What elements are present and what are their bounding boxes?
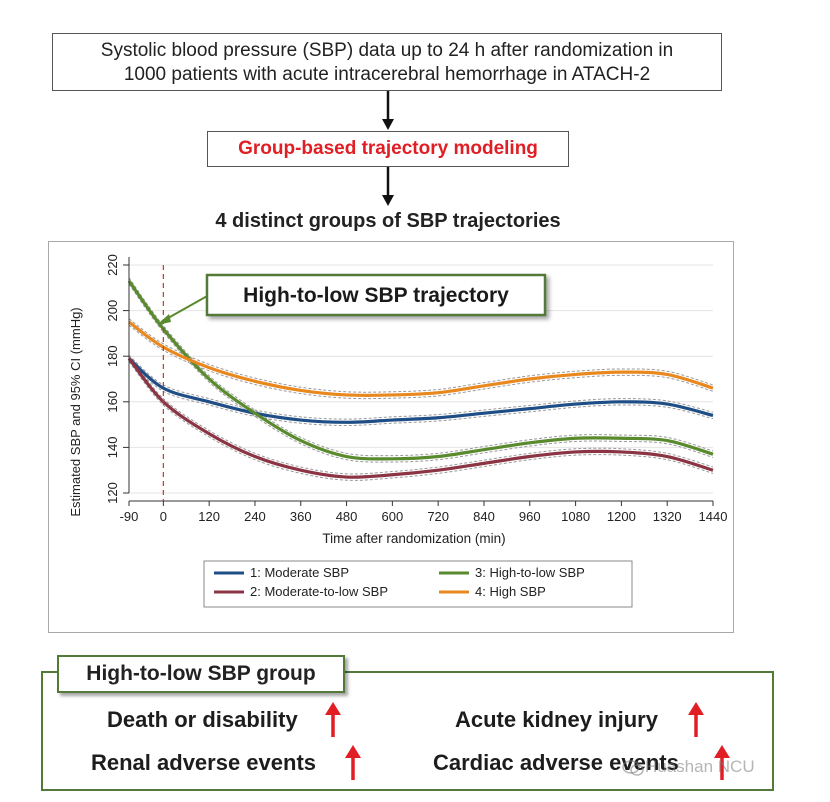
study-description-line-2: 1000 patients with acute intracerebral h… (123, 64, 651, 85)
legend-label: 4: High SBP (475, 584, 546, 599)
sbp-trajectory-chart: 120 140 160 180 200 220 -90 0 120 240 360 480 600 720… (68, 254, 728, 608)
y-tick-label: 140 (105, 437, 120, 459)
callout-box (205, 273, 547, 317)
series-line (127, 357, 714, 424)
outcome-death-disability: Death or disability (107, 707, 298, 732)
method-label: Group-based trajectory modeling (238, 138, 538, 159)
x-tick-label: 0 (160, 509, 167, 524)
y-tick-label: 120 (105, 482, 120, 504)
ci-upper-line (128, 354, 714, 420)
x-tick-label: 240 (244, 509, 266, 524)
legend: 1: Moderate SBP 2: Moderate-to-low SBP 3: … (214, 565, 585, 599)
down-arrow-icon (382, 167, 394, 206)
y-tick-label: 220 (105, 254, 120, 276)
x-tick-label: 480 (336, 509, 358, 524)
ci-lower-line (128, 361, 714, 427)
outcome-acute-kidney-injury: Acute kidney injury (455, 707, 658, 732)
y-tick-label: 180 (105, 345, 120, 367)
chat-bubble-icon (622, 760, 644, 776)
ci-lower-line (128, 361, 714, 481)
watermark: Huashan NCU (645, 757, 755, 776)
y-tick-label: 200 (105, 300, 120, 322)
ci-upper-line (128, 318, 714, 393)
x-tick-label: 1080 (561, 509, 590, 524)
callout-arrowhead (157, 314, 171, 325)
y-axis-label: Estimated SBP and 95% CI (mmHg) (68, 307, 83, 516)
increase-arrow-icon (325, 702, 341, 737)
x-tick-label: 1320 (653, 509, 682, 524)
increase-arrow-icon (688, 702, 704, 737)
x-tick-label: 720 (427, 509, 449, 524)
legend-label: 3: High-to-low SBP (475, 565, 585, 580)
x-axis-label: Time after randomization (min) (322, 531, 505, 546)
chart-frame: 120 140 160 180 200 220 -90 0 120 240 360 480 600 720… (48, 241, 734, 633)
study-description-box: Systolic blood pressure (SBP) data up to… (52, 33, 722, 91)
down-arrow-icon (382, 91, 394, 130)
x-tick-label: 1440 (699, 509, 728, 524)
y-tick-label: 160 (105, 391, 120, 413)
series-line (128, 320, 714, 397)
x-tick-label: 960 (519, 509, 541, 524)
ci-lower-line (128, 283, 714, 463)
legend-label: 2: Moderate-to-low SBP (250, 584, 388, 599)
callout-text: High-to-low SBP trajectory (243, 284, 509, 307)
ci-lower-line (128, 324, 714, 400)
series-line (127, 280, 714, 461)
x-tick-label: -90 (120, 509, 139, 524)
legend-box (203, 560, 633, 608)
groups-heading: 4 distinct groups of SBP trajectories (215, 210, 561, 232)
ci-upper-line (128, 277, 714, 457)
increase-arrow-icon (714, 745, 730, 780)
legend-label: 1: Moderate SBP (250, 565, 349, 580)
outcome-renal-adverse-events: Renal adverse events (91, 750, 317, 775)
study-description-line-1: Systolic blood pressure (SBP) data up to… (100, 40, 674, 61)
increase-arrow-icon (345, 745, 361, 780)
x-tick-label: 840 (473, 509, 495, 524)
series-line (127, 357, 714, 479)
outcomes-group-label: High-to-low SBP group (57, 655, 345, 693)
x-tick-label: 120 (198, 509, 220, 524)
method-box: Group-based trajectory modeling (207, 131, 569, 167)
x-tick-label: 360 (290, 509, 312, 524)
x-tick-label: 1200 (607, 509, 636, 524)
ci-upper-line (128, 354, 714, 475)
x-tick-label: 600 (382, 509, 404, 524)
